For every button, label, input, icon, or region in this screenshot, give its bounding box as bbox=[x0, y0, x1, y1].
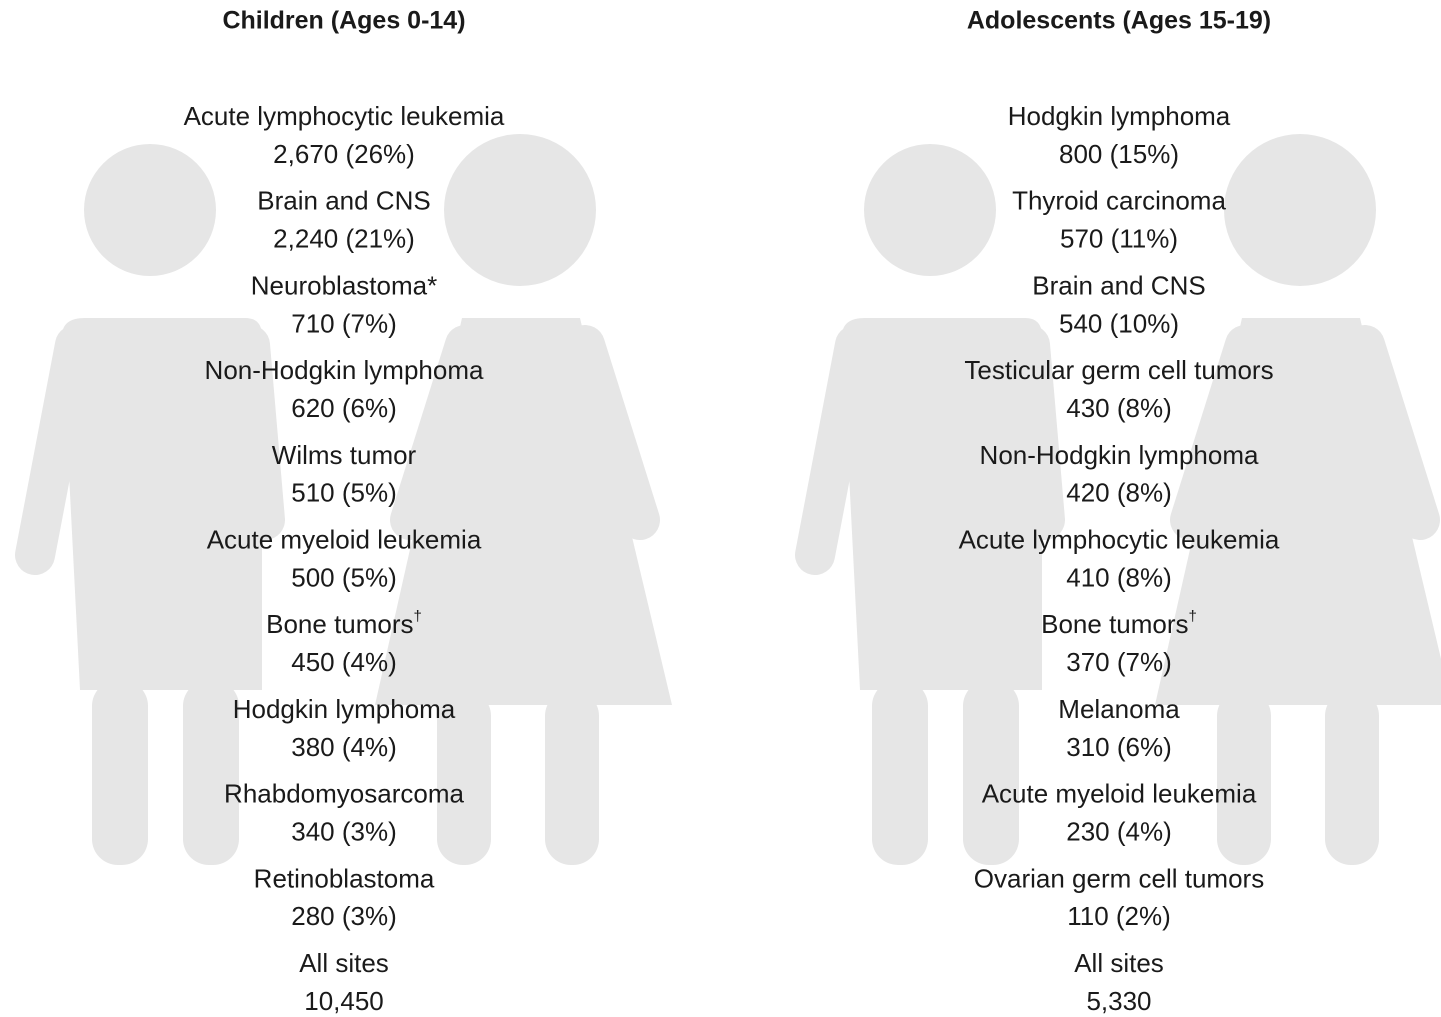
item-label: Melanoma bbox=[1058, 694, 1180, 724]
item-value: 5,330 bbox=[1086, 986, 1151, 1016]
label-text: Bone tumors bbox=[1041, 609, 1188, 639]
item-label: Retinoblastoma bbox=[254, 863, 435, 893]
item-label: Rhabdomyosarcoma bbox=[224, 778, 464, 808]
item-label: Thyroid carcinoma bbox=[1012, 186, 1226, 216]
label-text: Acute myeloid leukemia bbox=[982, 778, 1257, 808]
item-value: 800 (15%) bbox=[1059, 139, 1179, 169]
label-text: Neuroblastoma* bbox=[251, 270, 437, 300]
label-text: Melanoma bbox=[1058, 694, 1180, 724]
item-value: 230 (4%) bbox=[1066, 816, 1172, 846]
panel-title: Adolescents (Ages 15-19) bbox=[967, 7, 1271, 35]
item-value: 2,240 (21%) bbox=[273, 224, 415, 254]
label-text: Retinoblastoma bbox=[254, 863, 435, 893]
item-value: 430 (8%) bbox=[1066, 393, 1172, 423]
item-label: Neuroblastoma* bbox=[251, 270, 437, 300]
item-label: All sites bbox=[1074, 948, 1164, 978]
label-text: All sites bbox=[1074, 948, 1164, 978]
label-text: Testicular germ cell tumors bbox=[964, 355, 1273, 385]
label-text: All sites bbox=[299, 948, 389, 978]
item-label: Testicular germ cell tumors bbox=[964, 355, 1273, 385]
item-value: 110 (2%) bbox=[1067, 901, 1171, 931]
item-value: 570 (11%) bbox=[1060, 224, 1178, 254]
item-value: 370 (7%) bbox=[1066, 647, 1172, 677]
item-label: Non-Hodgkin lymphoma bbox=[205, 355, 484, 385]
item-label: Bone tumors† bbox=[266, 608, 422, 639]
item-value: 380 (4%) bbox=[291, 732, 397, 762]
item-value: 510 (5%) bbox=[291, 478, 397, 508]
item-label: Ovarian germ cell tumors bbox=[974, 863, 1264, 893]
footnote-mark: † bbox=[1189, 608, 1197, 625]
item-label: Hodgkin lymphoma bbox=[1008, 101, 1231, 131]
label-text: Brain and CNS bbox=[1032, 270, 1205, 300]
item-label: Bone tumors† bbox=[1041, 608, 1197, 639]
item-label: Acute myeloid leukemia bbox=[982, 778, 1257, 808]
item-value: 2,670 (26%) bbox=[273, 139, 415, 169]
label-text: Acute lymphocytic leukemia bbox=[959, 524, 1280, 554]
label-text: Wilms tumor bbox=[272, 440, 417, 470]
item-value: 450 (4%) bbox=[291, 647, 397, 677]
label-text: Thyroid carcinoma bbox=[1012, 186, 1226, 216]
label-text: Non-Hodgkin lymphoma bbox=[980, 440, 1259, 470]
item-value: 310 (6%) bbox=[1066, 732, 1172, 762]
label-text: Bone tumors bbox=[266, 609, 413, 639]
label-text: Ovarian germ cell tumors bbox=[974, 863, 1264, 893]
item-label: Brain and CNS bbox=[1032, 270, 1205, 300]
footnote-mark: † bbox=[414, 608, 422, 625]
content: Children (Ages 0-14) Acute lymphocytic le… bbox=[184, 7, 1280, 1016]
item-label: Hodgkin lymphoma bbox=[233, 694, 456, 724]
label-text: Non-Hodgkin lymphoma bbox=[205, 355, 484, 385]
panel-title: Children (Ages 0-14) bbox=[222, 7, 465, 35]
item-label: Brain and CNS bbox=[257, 186, 430, 216]
item-label: Acute myeloid leukemia bbox=[207, 524, 482, 554]
item-value: 420 (8%) bbox=[1066, 478, 1172, 508]
item-value: 410 (8%) bbox=[1066, 562, 1172, 592]
item-value: 540 (10%) bbox=[1059, 308, 1179, 338]
item-label: All sites bbox=[299, 948, 389, 978]
item-value: 340 (3%) bbox=[291, 816, 397, 846]
label-text: Hodgkin lymphoma bbox=[233, 694, 456, 724]
item-label: Acute lymphocytic leukemia bbox=[184, 101, 505, 131]
item-value: 620 (6%) bbox=[291, 393, 397, 423]
label-text: Acute lymphocytic leukemia bbox=[184, 101, 505, 131]
label-text: Hodgkin lymphoma bbox=[1008, 101, 1231, 131]
label-text: Brain and CNS bbox=[257, 186, 430, 216]
item-value: 710 (7%) bbox=[291, 308, 397, 338]
item-value: 280 (3%) bbox=[291, 901, 397, 931]
item-label: Non-Hodgkin lymphoma bbox=[980, 440, 1259, 470]
item-value: 500 (5%) bbox=[291, 562, 397, 592]
label-text: Rhabdomyosarcoma bbox=[224, 778, 464, 808]
item-value: 10,450 bbox=[304, 986, 384, 1016]
item-label: Wilms tumor bbox=[272, 440, 417, 470]
item-label: Acute lymphocytic leukemia bbox=[959, 524, 1280, 554]
label-text: Acute myeloid leukemia bbox=[207, 524, 482, 554]
